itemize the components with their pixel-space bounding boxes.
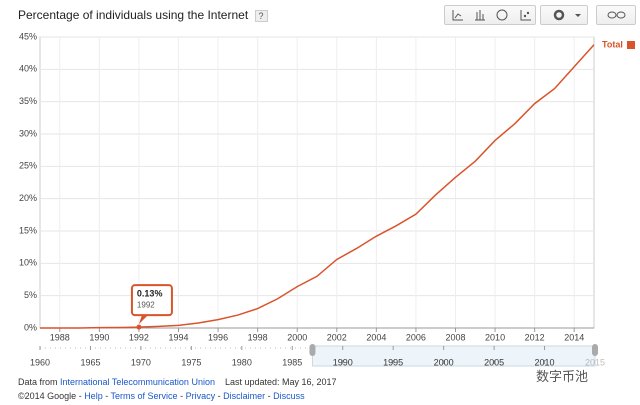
timeline-handle[interactable]	[592, 344, 598, 356]
y-tick-label: 5%	[24, 290, 37, 300]
link-ring	[616, 11, 626, 19]
scatter-icon[interactable]	[520, 10, 531, 21]
x-tick-label: 2006	[406, 332, 426, 342]
y-tick-label: 45%	[19, 31, 37, 41]
x-tick-label: 2008	[445, 332, 465, 342]
watermark: 数字币池	[536, 369, 589, 384]
x-tick-label: 1992	[129, 332, 149, 342]
plot-area	[39, 36, 595, 329]
title-row: Percentage of individuals using the Inte…	[18, 8, 268, 22]
line-icon[interactable]	[452, 10, 463, 21]
x-tick-label: 1996	[208, 332, 228, 342]
link-ring	[607, 11, 617, 19]
dot-icon	[523, 14, 527, 18]
source-link[interactable]: International Telecommunication Union	[60, 377, 215, 387]
x-tick-label: 2004	[366, 332, 386, 342]
help-link[interactable]: Help	[84, 391, 103, 401]
window-label: 2010	[535, 357, 555, 367]
legend-remove	[627, 41, 635, 49]
help-icon[interactable]: ?	[254, 10, 268, 22]
tooltip-date: 1992	[137, 300, 155, 309]
y-tick-label: 40%	[19, 64, 37, 74]
window-label: 1995	[383, 357, 403, 367]
y-tick-label: 15%	[19, 225, 37, 235]
settings-icon	[553, 9, 581, 21]
timeline-label: 1975	[181, 357, 201, 367]
legend-label: Total	[602, 39, 623, 49]
last-updated: Last updated: May 16, 2017	[224, 377, 337, 387]
terms-link[interactable]: Terms of Service	[110, 391, 178, 401]
timeline-handle[interactable]	[309, 344, 316, 356]
map-icon[interactable]	[496, 9, 508, 21]
x-tick-label: 2012	[525, 332, 545, 342]
bar-icon[interactable]	[475, 10, 485, 21]
gear	[553, 9, 565, 21]
x-tick-label: 2014	[564, 332, 584, 342]
caret	[575, 14, 581, 17]
x-tick-label: 1998	[248, 332, 268, 342]
x-tick-label: 2000	[287, 332, 307, 342]
data-line	[40, 44, 595, 329]
x-tick-label: 2002	[327, 332, 347, 342]
y-tick-label: 10%	[19, 258, 37, 268]
dot-icon	[526, 11, 530, 15]
chart-type-buttons[interactable]	[444, 5, 536, 25]
settings-button[interactable]	[540, 5, 588, 25]
window-label: 2000	[434, 357, 454, 367]
source-line: Data from International Telecommunicatio…	[18, 377, 337, 387]
y-tick-label: 20%	[19, 193, 37, 203]
timeline-label: 1965	[80, 357, 100, 367]
timeline-label: 1980	[232, 357, 252, 367]
disclaimer-link[interactable]: Disclaimer	[223, 391, 266, 401]
highlight-point	[136, 324, 142, 330]
source-prefix: Data from	[18, 377, 58, 387]
y-tick-label: 0%	[24, 322, 37, 332]
chart-type-icons	[452, 9, 531, 21]
tooltip-box	[130, 284, 173, 317]
window-label: 2005	[484, 357, 504, 367]
window-label: 1990	[333, 357, 353, 367]
link-icon	[607, 11, 626, 19]
tooltip-value: 0.13%	[137, 289, 163, 299]
y-tick-label: 25%	[19, 161, 37, 171]
chart-title: Percentage of individuals using the Inte…	[18, 8, 249, 22]
timeline-label: 2015	[585, 357, 605, 367]
timeline-label: 1970	[131, 357, 151, 367]
copyright: ©2014 Google	[18, 391, 77, 401]
y-tick-label: 30%	[19, 128, 37, 138]
x-tick-label: 2010	[485, 332, 505, 342]
chart: 0% 5% 10% 15% 20% 25% 30% 35% 40% 45% 1988 1990 1992…	[19, 31, 635, 367]
x-tick-label: 1990	[89, 332, 109, 342]
discuss-link[interactable]: Discuss	[273, 391, 305, 401]
x-tick-label: 1994	[168, 332, 188, 342]
timeline-label: 1985	[282, 357, 302, 367]
timeline-label: 1960	[30, 357, 50, 367]
x-tick-label: 1988	[50, 332, 70, 342]
link-button[interactable]	[596, 5, 636, 25]
copyright-line: ©2014 Google - Help - Terms of Service -…	[18, 391, 305, 401]
privacy-link[interactable]: Privacy	[185, 391, 216, 401]
tooltip-pointer	[138, 315, 148, 325]
y-tick-label: 35%	[19, 96, 37, 106]
